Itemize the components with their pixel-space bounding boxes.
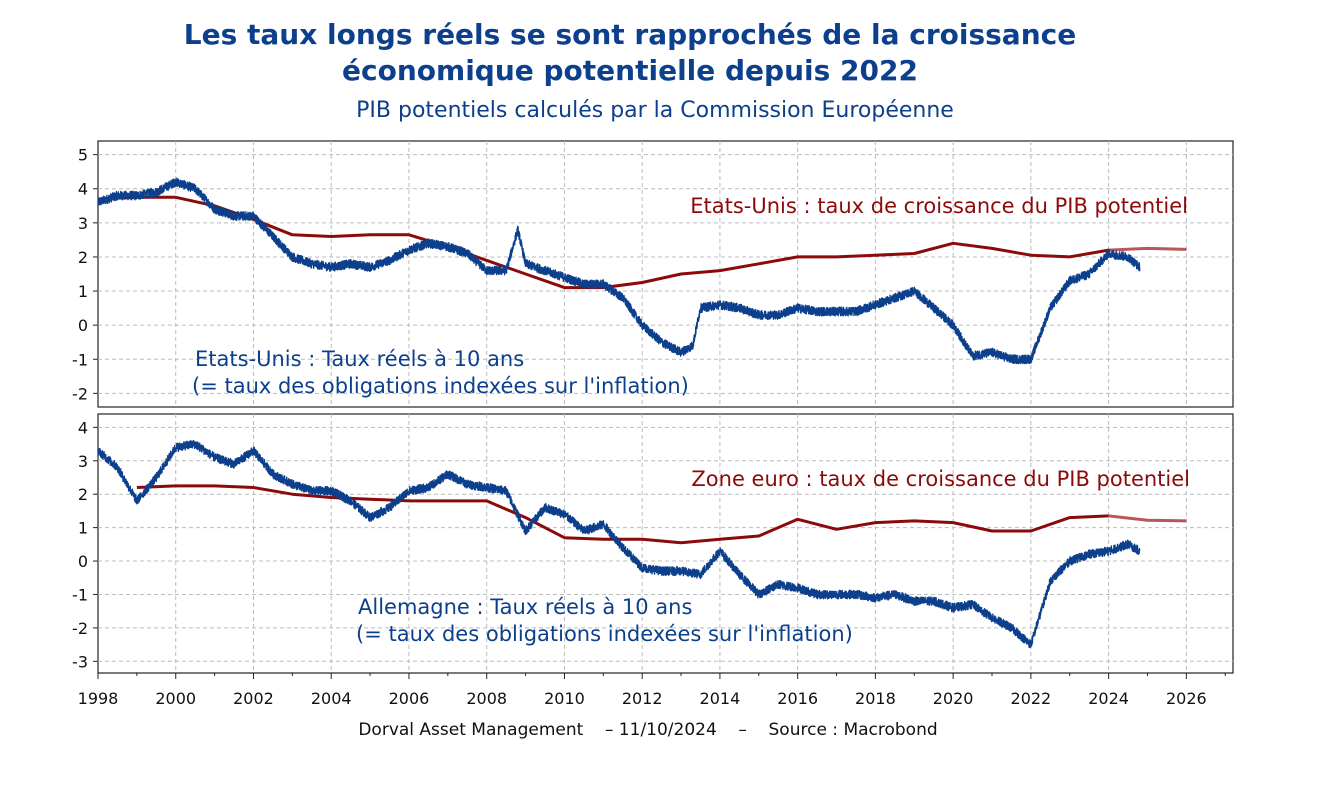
us-y-tick-label: -2 [72,384,88,403]
ez-y-tick-label: -1 [72,585,88,604]
us-real-rate-label: Etats-Unis : Taux réels à 10 ans [195,347,524,371]
bottom-panel-grid [98,414,1233,673]
x-tick-label: 2008 [466,689,507,708]
us-y-tick-label: 5 [78,146,88,165]
us-y-tick-label: -1 [72,350,88,369]
ez-potential-growth-label: Zone euro : taux de croissance du PIB po… [691,467,1190,491]
top-panel-series [97,177,1187,365]
top-panel-frame [97,140,1234,408]
us-y-tick-label: 0 [78,316,88,335]
top-panel-grid [98,141,1233,407]
chart-title-line-1: Les taux longs réels se sont rapprochés … [183,18,1077,51]
ez-potential-growth-line [136,484,1109,545]
us-potential-growth-label: Etats-Unis : taux de croissance du PIB p… [690,194,1188,218]
us-y-tick-label: 1 [78,282,88,301]
bottom-panel-frame [97,413,1234,674]
ez-y-tick-label: 3 [78,452,88,471]
x-axis-ticks: 1998 2000 2002 2004 2006 2008 2010 2012 2014 2016… [78,673,1226,708]
x-tick-label: 2004 [311,689,352,708]
de-real-rate-sublabel: (= taux des obligations indexées sur l'i… [356,622,853,646]
x-tick-label: 2022 [1011,689,1052,708]
ez-y-tick-label: 2 [78,485,88,504]
ez-y-tick-label: 0 [78,552,88,571]
x-tick-label: 2014 [700,689,741,708]
us-y-tick-label: 3 [78,214,88,233]
x-tick-label: 1998 [78,689,119,708]
x-tick-label: 2012 [622,689,663,708]
bottom-panel-y-ticks: -3 -2 -1 0 1 2 3 4 [72,418,98,671]
x-tick-label: 2026 [1166,689,1207,708]
x-tick-label: 2016 [777,689,818,708]
chart-subtitle: PIB potentiels calculés par la Commissio… [356,98,954,123]
chart-title-line-2: économique potentielle depuis 2022 [342,54,918,87]
x-tick-label: 2018 [855,689,896,708]
x-tick-label: 2024 [1088,689,1129,708]
x-tick-label: 2000 [155,689,196,708]
chart-footer: Dorval Asset Management – 11/10/2024 – S… [358,720,938,740]
de-real-rate-label: Allemagne : Taux réels à 10 ans [358,595,692,619]
x-tick-label: 2020 [933,689,974,708]
ez-y-tick-label: 4 [78,418,88,437]
us-real-rate-line [97,177,1141,365]
ez-y-tick-label: -3 [72,652,88,671]
us-real-rate-sublabel: (= taux des obligations indexées sur l'i… [192,374,689,398]
ez-potential-growth-forecast-line [1108,514,1187,523]
ez-y-tick-label: 1 [78,519,88,538]
x-tick-label: 2010 [544,689,585,708]
us-y-tick-label: 2 [78,248,88,267]
x-tick-label: 2002 [233,689,274,708]
de-real-rate-line [97,439,1141,649]
ez-y-tick-label: -2 [72,619,88,638]
us-potential-growth-forecast-line [1108,246,1187,252]
top-panel-y-ticks: -2 -1 0 1 2 3 4 5 [72,146,98,403]
x-tick-label: 2006 [389,689,430,708]
bottom-panel-series [97,439,1187,649]
us-y-tick-label: 4 [78,180,88,199]
